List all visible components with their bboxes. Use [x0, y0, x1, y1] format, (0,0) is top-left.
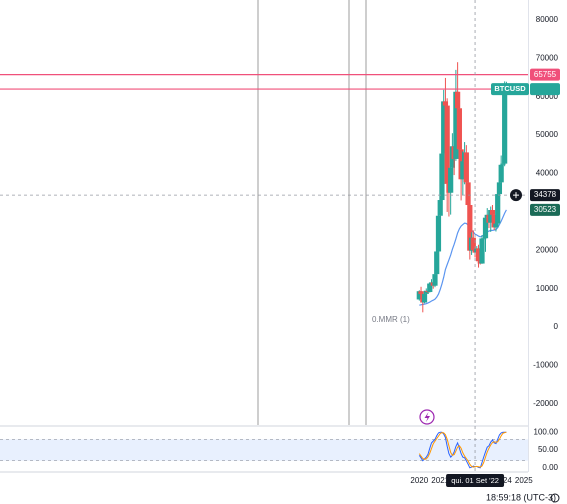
candle-body [448, 167, 454, 193]
candle-body [418, 291, 424, 295]
candle-body [502, 92, 508, 164]
candle-body [444, 105, 450, 184]
alert-icon[interactable] [419, 409, 435, 425]
drawings [257, 0, 367, 425]
crosshair-x-label: qui. 01 Set '22 [451, 476, 499, 485]
candle-body [460, 161, 466, 180]
crosshair-y-label: 34378 [534, 190, 557, 199]
y-tick-label: 40000 [536, 169, 559, 178]
rsi-tick-label: 50.00 [538, 445, 559, 454]
alert-bolt[interactable] [424, 412, 431, 422]
rsi-line [418, 431, 507, 469]
candle-body [488, 210, 494, 223]
candle-body [482, 217, 489, 239]
y-tick-label: 60000 [536, 92, 559, 101]
rsi-tick-label: 100.00 [534, 427, 559, 436]
candle-body [500, 163, 506, 165]
y-tick-label: 0 [554, 322, 559, 331]
price-tag [530, 83, 560, 96]
symbol-tag [491, 83, 529, 96]
candle-body [416, 291, 422, 300]
y-tick-label: 80000 [536, 15, 559, 24]
candle-body [437, 200, 443, 216]
candle-body [475, 248, 482, 262]
x-tick-label: 2021 [431, 476, 449, 485]
candle-body [481, 238, 487, 240]
candle-body [427, 283, 433, 293]
candle-body [442, 101, 449, 106]
y-tick-label: 70000 [536, 53, 559, 62]
candle-body [489, 210, 496, 215]
rsi-line [418, 431, 507, 468]
candle-body [463, 152, 469, 183]
y-tick-label: 20000 [536, 245, 559, 254]
candle-body [435, 215, 442, 252]
symbol-label: BTCUSD [494, 84, 526, 93]
level-label: 65755 [534, 70, 557, 79]
candle-body [465, 182, 471, 206]
candle-body [421, 293, 428, 303]
y-tick-label: -10000 [533, 361, 558, 370]
candle-body [455, 91, 461, 109]
x-tick-label: 2025 [515, 476, 533, 485]
rsi-tick-label: 0.00 [542, 463, 558, 472]
candle-body [439, 153, 445, 201]
candle-body [493, 223, 499, 228]
rsi-band [0, 439, 528, 461]
annotation: 0.MMR (1) [372, 315, 410, 324]
candle-body [495, 194, 501, 224]
candle-body [456, 108, 462, 150]
candle-body [491, 214, 497, 228]
candle-body [479, 238, 485, 264]
candle-body [467, 205, 473, 251]
candle-body [453, 91, 459, 159]
candle-body [434, 251, 440, 275]
candle-body [470, 237, 476, 251]
ma-label: 30523 [534, 205, 557, 214]
clock: 18:59:18 (UTC-3) [486, 492, 556, 502]
moving-average [419, 209, 507, 306]
candle-body [498, 164, 504, 183]
crosshair-x-tag [446, 474, 505, 487]
candle-body [432, 274, 438, 286]
candle-body [496, 182, 503, 195]
y-tick-label: 10000 [536, 284, 559, 293]
x-tick-label: 2020 [410, 476, 428, 485]
y-tick-label: 50000 [536, 130, 559, 139]
footer-icons [550, 493, 560, 503]
crosshair-y-tag [530, 189, 560, 202]
level-tag [530, 68, 560, 81]
candle-body [423, 290, 429, 294]
add-icon [513, 192, 519, 199]
y-tick-label: -20000 [533, 399, 558, 408]
ma-tag [530, 203, 560, 216]
settings-icon[interactable] [550, 493, 560, 503]
candle-body [441, 101, 447, 154]
